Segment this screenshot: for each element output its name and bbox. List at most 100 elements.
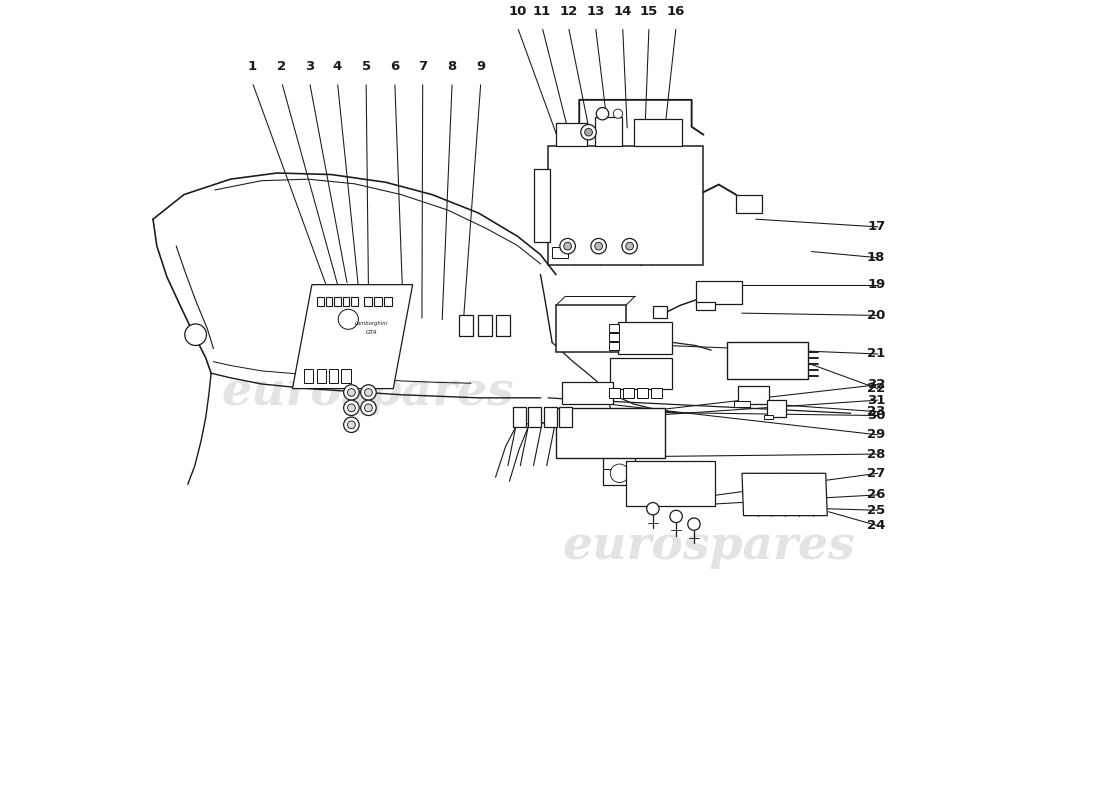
- Circle shape: [670, 510, 682, 522]
- Circle shape: [348, 389, 355, 396]
- Text: 17: 17: [867, 220, 886, 234]
- Bar: [543, 407, 557, 427]
- Circle shape: [560, 238, 575, 254]
- Text: 2: 2: [277, 60, 286, 74]
- Bar: [637, 388, 648, 398]
- Text: 26: 26: [867, 488, 886, 502]
- Circle shape: [343, 400, 359, 415]
- Circle shape: [610, 464, 629, 482]
- Text: eurospares: eurospares: [562, 522, 855, 569]
- Circle shape: [348, 404, 355, 412]
- Bar: [623, 388, 635, 398]
- Circle shape: [343, 417, 359, 433]
- Bar: [608, 333, 619, 341]
- Circle shape: [563, 242, 572, 250]
- Bar: [341, 370, 351, 383]
- Circle shape: [596, 107, 608, 120]
- Text: 21: 21: [867, 347, 886, 361]
- Bar: [653, 306, 667, 318]
- Circle shape: [343, 385, 359, 400]
- Circle shape: [591, 238, 606, 254]
- Text: 28: 28: [867, 447, 886, 461]
- Text: 31: 31: [867, 394, 886, 406]
- Polygon shape: [293, 285, 412, 389]
- Bar: [603, 438, 635, 485]
- Text: 16: 16: [667, 5, 685, 18]
- Text: 11: 11: [532, 5, 551, 18]
- Circle shape: [614, 109, 623, 118]
- Text: 4: 4: [333, 60, 342, 74]
- Circle shape: [626, 242, 634, 250]
- Text: 14: 14: [614, 5, 631, 18]
- Bar: [559, 407, 572, 427]
- Bar: [767, 400, 786, 417]
- Circle shape: [595, 242, 603, 250]
- Circle shape: [647, 502, 659, 515]
- Text: 3: 3: [305, 60, 315, 74]
- Text: 24: 24: [867, 519, 886, 532]
- Text: 25: 25: [867, 504, 886, 517]
- Bar: [650, 388, 662, 398]
- Circle shape: [364, 389, 372, 396]
- Bar: [736, 194, 762, 213]
- Bar: [334, 297, 341, 306]
- Bar: [326, 297, 332, 306]
- Circle shape: [581, 125, 596, 140]
- Polygon shape: [742, 474, 827, 516]
- Bar: [738, 386, 769, 404]
- Bar: [618, 322, 672, 354]
- Text: 23: 23: [867, 405, 886, 418]
- Text: 19: 19: [867, 278, 886, 291]
- Bar: [695, 302, 715, 310]
- Bar: [735, 401, 750, 407]
- Bar: [556, 123, 587, 146]
- Bar: [595, 117, 621, 146]
- Bar: [317, 297, 323, 306]
- Bar: [608, 342, 619, 350]
- Text: 32: 32: [867, 378, 886, 391]
- Bar: [556, 306, 626, 352]
- Text: 7: 7: [418, 60, 427, 74]
- Bar: [343, 297, 349, 306]
- Text: 9: 9: [476, 60, 485, 74]
- Circle shape: [185, 324, 207, 346]
- Circle shape: [348, 421, 355, 429]
- Bar: [634, 119, 682, 146]
- Bar: [329, 370, 338, 383]
- Bar: [513, 407, 526, 427]
- Text: 29: 29: [867, 428, 886, 442]
- Bar: [351, 297, 358, 306]
- Bar: [626, 461, 715, 506]
- Text: 27: 27: [867, 467, 886, 480]
- Bar: [548, 146, 703, 266]
- Text: 18: 18: [867, 251, 886, 264]
- Circle shape: [688, 518, 701, 530]
- Bar: [552, 247, 568, 258]
- Bar: [763, 414, 773, 419]
- Bar: [608, 324, 619, 332]
- Bar: [535, 169, 550, 242]
- Circle shape: [361, 385, 376, 400]
- Bar: [496, 314, 510, 336]
- Bar: [364, 297, 372, 306]
- Bar: [562, 382, 613, 404]
- Bar: [317, 370, 326, 383]
- Circle shape: [585, 128, 593, 136]
- Bar: [695, 281, 743, 304]
- Text: 30: 30: [867, 409, 886, 422]
- Circle shape: [364, 404, 372, 412]
- Text: 6: 6: [390, 60, 399, 74]
- Bar: [304, 370, 313, 383]
- Bar: [528, 407, 541, 427]
- Bar: [608, 388, 620, 398]
- Bar: [459, 314, 473, 336]
- Circle shape: [361, 400, 376, 415]
- Text: 15: 15: [640, 5, 658, 18]
- Bar: [384, 297, 392, 306]
- Bar: [556, 408, 664, 458]
- Text: eurospares: eurospares: [221, 369, 514, 414]
- Circle shape: [338, 310, 359, 330]
- Bar: [477, 314, 492, 336]
- Text: 8: 8: [448, 60, 456, 74]
- Bar: [374, 297, 382, 306]
